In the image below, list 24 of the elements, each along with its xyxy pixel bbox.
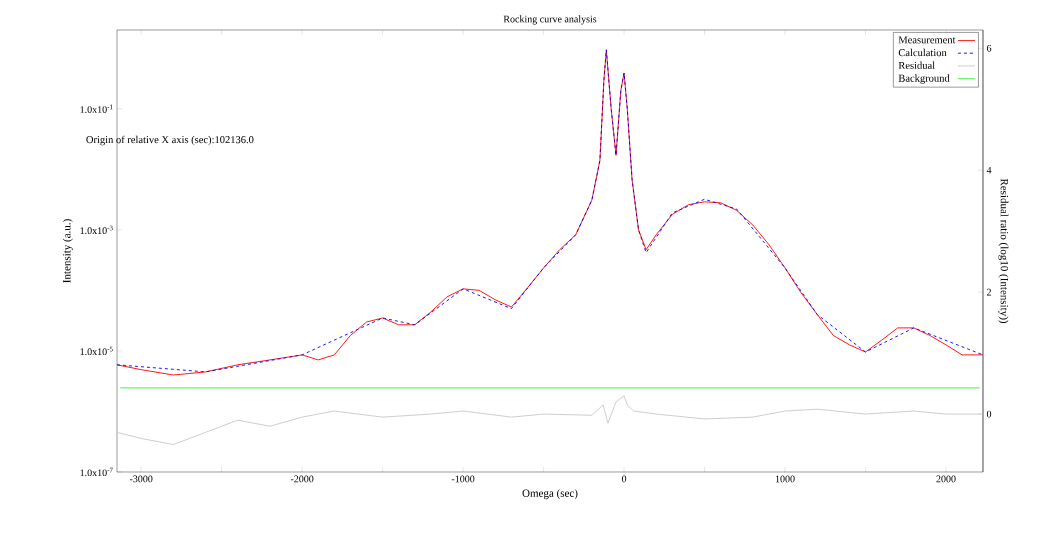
y2-axis-title: Residual ratio (log10 (Intensity)) bbox=[998, 178, 1009, 324]
x-tick-label: 2000 bbox=[936, 475, 956, 483]
legend-label: Residual bbox=[898, 61, 935, 69]
y2-tick-label: 0 bbox=[986, 410, 992, 418]
y-tick-label: 1.0x10$^{-1}$ bbox=[80, 104, 113, 113]
legend-label: Background bbox=[898, 74, 950, 84]
x-tick-label: -3000 bbox=[129, 475, 153, 483]
legend-label: Calculation bbox=[898, 48, 947, 57]
y2-tick-label: 4 bbox=[986, 166, 992, 174]
annotation: Origin of relative X axis (sec):102136.0 bbox=[86, 135, 254, 146]
x-tick-label: 0 bbox=[621, 475, 627, 483]
x-tick-label: 1000 bbox=[775, 475, 795, 483]
y2-tick-label: 2 bbox=[986, 288, 991, 296]
y-tick-label: 1.0x10$^{-3}$ bbox=[80, 225, 113, 235]
x-tick-label: -2000 bbox=[290, 475, 314, 483]
x-axis-title: Omega (sec) bbox=[522, 489, 578, 500]
chart-title: Rocking curve analysis bbox=[503, 15, 597, 25]
legend-label: Measurement bbox=[898, 36, 956, 44]
y-tick-label: 1.0x10$^{-5}$ bbox=[80, 346, 113, 356]
y-tick-label: 1.0x10$^{-7}$ bbox=[80, 467, 113, 477]
x-tick-label: -1000 bbox=[451, 475, 475, 483]
line-series bbox=[117, 395, 983, 445]
y-axis-title: Intensity (a.u.) bbox=[62, 219, 73, 283]
y2-tick-label: 6 bbox=[986, 44, 992, 52]
